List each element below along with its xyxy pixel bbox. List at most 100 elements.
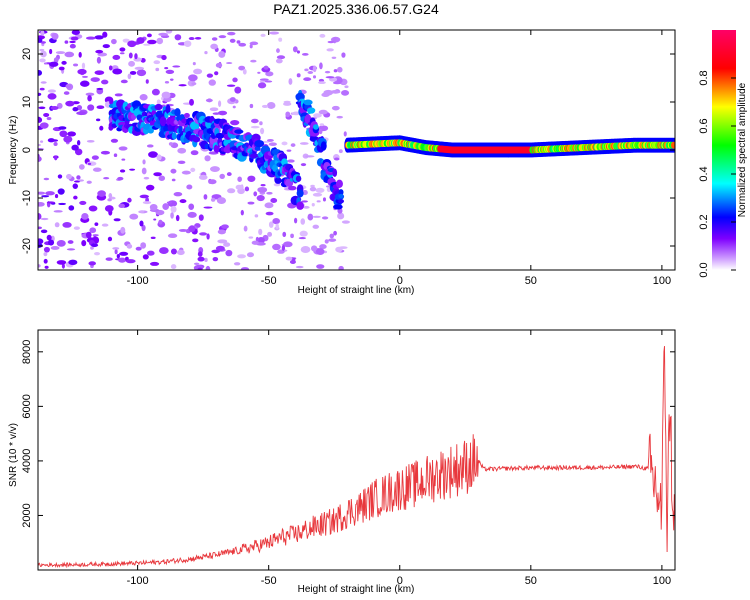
spectrogram-noise-cell: [58, 66, 65, 71]
spectrogram-noise-cell: [112, 247, 120, 250]
spectrogram-noise-cell: [230, 119, 240, 126]
spectrogram-arc-cell: [178, 124, 183, 135]
spectrogram-noise-cell: [158, 219, 163, 225]
spectrogram-noise-cell: [95, 49, 104, 54]
spectrogram-noise-cell: [183, 40, 192, 48]
spectrogram-noise-cell: [107, 198, 112, 202]
spectrogram-noise-cell: [333, 157, 340, 161]
spectrogram-noise-cell: [81, 213, 89, 220]
spectrogram-noise-cell: [236, 40, 241, 44]
spectrogram-noise-cell: [194, 36, 202, 40]
spectrogram-noise-cell: [47, 89, 56, 93]
spectrogram-noise-cell: [248, 236, 254, 239]
spectrogram-noise-cell: [164, 80, 170, 84]
spectrogram-noise-cell: [118, 203, 126, 208]
snr-x-axis: -100 -50 0 50 100: [127, 330, 671, 587]
spectrogram-noise-cell: [51, 139, 59, 142]
spectrogram-noise-cell: [300, 246, 311, 254]
spectrogram-noise-cell: [257, 186, 268, 193]
spectrogram-noise-cell: [78, 51, 82, 58]
spectrogram-y-label: Frequency (Hz): [8, 116, 19, 185]
spectrogram-noise-cell: [68, 259, 78, 266]
spectrogram-noise-cell: [318, 81, 326, 85]
spectrogram-noise-cell: [143, 176, 150, 180]
spectrogram-noise-cell: [173, 191, 183, 197]
spectrogram-noise-cell: [40, 229, 48, 234]
spectrogram-noise-cell: [229, 38, 236, 43]
spectrogram-noise-cell: [289, 260, 296, 264]
spectrogram-noise-cell: [341, 220, 350, 224]
spectrogram-noise-cell: [267, 231, 273, 237]
spectrogram-noise-cell: [290, 233, 294, 239]
spectrogram-noise-cell: [186, 184, 193, 190]
spectrogram-noise-cell: [316, 264, 325, 269]
spectrogram-noise-cell: [331, 105, 340, 111]
spectrogram-noise-cell: [39, 87, 45, 91]
spectrogram-arc-cell: [254, 139, 265, 148]
spectrogram-noise-cell: [161, 91, 171, 99]
spectrogram-noise-cell: [283, 102, 292, 106]
spectrogram-noise-cell: [188, 74, 198, 82]
spectrogram-noise-cell: [285, 111, 291, 118]
spectrogram-noise-cell: [87, 104, 95, 111]
spectrogram-noise-cell: [333, 69, 338, 73]
spectrogram-y-tick-label: -10: [21, 190, 33, 206]
spectrogram-noise-cell: [329, 77, 338, 82]
spectrogram-noise-cell: [64, 40, 69, 44]
spectrogram-noise-cell: [315, 248, 325, 256]
spectrogram-noise-cell: [198, 174, 208, 180]
spectrogram-noise-cell: [303, 205, 310, 209]
spectrogram-noise-cell: [146, 33, 152, 38]
spectrogram-noise-cell: [46, 234, 52, 241]
spectrogram-noise-cell: [63, 135, 73, 143]
spectrogram-noise-cell: [226, 172, 232, 177]
spectrogram-noise-cell: [218, 51, 226, 58]
spectrogram-noise-cell: [97, 190, 106, 197]
spectrogram-noise-cell: [204, 155, 211, 162]
spectrogram-arc-cell: [171, 132, 177, 140]
spectrogram-noise-cell: [324, 70, 331, 74]
spectrogram-noise-cell: [40, 217, 49, 221]
spectrogram-noise-cell: [112, 68, 123, 75]
spectrogram-noise-cell: [232, 105, 236, 109]
spectrogram-noise-cell: [54, 222, 60, 228]
spectrogram-noise-cell: [40, 41, 46, 44]
spectrogram-noise-cell: [209, 107, 219, 112]
spectrogram-noise-cell: [88, 261, 96, 266]
spectrogram-noise-cell: [301, 200, 308, 203]
spectrogram-noise-cell: [219, 173, 225, 179]
spectrogram-x-tick-label: 50: [525, 275, 537, 287]
spectrogram-noise-cell: [319, 244, 327, 250]
spectrogram-noise-cell: [57, 188, 65, 195]
spectrogram-noise-cell: [312, 75, 317, 79]
snr-x-label: Height of straight line (km): [298, 584, 415, 595]
spectrogram-noise-cell: [139, 194, 150, 199]
spectrogram-noise-cell: [338, 265, 344, 270]
snr-y-label: SNR (10 * v/v): [8, 423, 19, 487]
spectrogram-noise-cell: [301, 52, 309, 56]
colorbar-gradient: [712, 30, 736, 270]
spectrogram-noise-cell: [237, 254, 247, 259]
spectrogram-noise-cell: [142, 254, 149, 260]
spectrogram-noise-cell: [188, 203, 195, 210]
spectrogram-noise-cell: [128, 52, 133, 59]
spectrogram-noise-cell: [81, 75, 89, 78]
snr-x-tick-label: 0: [397, 575, 403, 587]
spectrogram-noise-cell: [57, 174, 63, 179]
spectrogram-noise-cell: [81, 240, 87, 247]
spectrogram-noise-cell: [191, 82, 197, 85]
spectrogram-noise-cell: [43, 246, 50, 253]
spectrogram-noise-cell: [238, 65, 246, 71]
spectrogram-noise-cell: [225, 249, 233, 257]
spectrogram-noise-cell: [337, 66, 343, 73]
spectrogram-noise-cell: [210, 43, 218, 50]
spectrogram-noise-cell: [326, 48, 334, 52]
spectrogram-noise-cell: [215, 245, 225, 251]
spectrogram-noise-cell: [76, 111, 87, 116]
spectrogram-noise-cell: [58, 202, 67, 206]
spectrogram-noise-cell: [146, 144, 154, 148]
spectrogram-noise-cell: [240, 267, 249, 270]
snr-x-tick-label: -100: [127, 575, 149, 587]
spectrogram-noise-cell: [204, 51, 208, 55]
spectrogram-noise-cell: [90, 77, 100, 82]
